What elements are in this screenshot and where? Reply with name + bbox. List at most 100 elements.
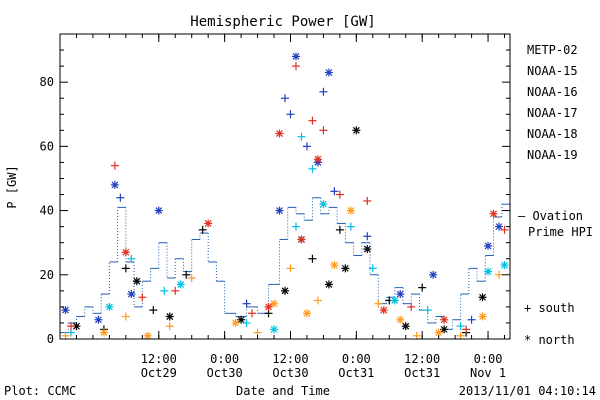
data-point-noaa-18-south	[286, 264, 295, 273]
data-point-noaa-19-south	[248, 309, 257, 318]
data-point-noaa-19-south	[110, 161, 119, 170]
x-tick-label-date: Oct30	[207, 366, 243, 380]
data-point-noaa-15-north	[127, 290, 136, 299]
data-point-noaa-19-south	[138, 293, 147, 302]
data-point-noaa-16-north	[390, 296, 399, 305]
data-point-metp-02-north	[132, 277, 141, 286]
data-point-noaa-16-north	[176, 280, 185, 289]
x-tick-label-time: 12:00	[141, 352, 177, 366]
data-point-noaa-15-north	[396, 290, 405, 299]
data-point-noaa-15-south	[286, 110, 295, 119]
data-point-noaa-15-south	[242, 299, 251, 308]
data-point-noaa-19-south	[407, 302, 416, 311]
x-axis-ticks: 12:00Oct290:00Oct3012:00Oct300:00Oct3112…	[59, 34, 506, 380]
data-point-noaa-18-south	[187, 274, 196, 282]
x-tick-label-time: 0:00	[342, 352, 371, 366]
y-tick-label: 80	[40, 75, 54, 89]
x-tick-label-date: Oct30	[272, 366, 308, 380]
data-point-noaa-15-north	[495, 222, 504, 231]
data-point-metp-02-south	[418, 283, 427, 292]
data-point-noaa-18-south	[374, 299, 383, 308]
x-tick-label-date: Nov 1	[470, 366, 506, 380]
data-point-metp-02-north	[401, 322, 410, 331]
data-point-noaa-16-north	[270, 325, 279, 334]
data-point-noaa-15-north	[110, 180, 119, 189]
data-point-noaa-15-north	[291, 52, 300, 61]
legend-south: + south	[524, 301, 575, 315]
data-point-noaa-19-north	[204, 219, 213, 228]
data-point-metp-02-north	[324, 280, 333, 289]
x-tick-label-date: Oct29	[141, 366, 177, 380]
ovation-hpi-line	[60, 197, 511, 334]
data-point-noaa-15-south	[330, 187, 339, 196]
footer-left: Plot: CCMC	[4, 384, 76, 398]
data-point-metp-02-south	[149, 306, 158, 315]
data-point-noaa-19-north	[489, 209, 498, 218]
data-points	[61, 52, 509, 340]
data-point-noaa-16-north	[500, 261, 509, 270]
legend-series-noaa-17: NOAA-17	[527, 106, 578, 120]
data-point-noaa-16-south	[346, 222, 355, 231]
chart-title: Hemispheric Power [GW]	[190, 14, 375, 30]
data-point-noaa-16-north	[484, 267, 493, 276]
data-point-noaa-19-south	[291, 62, 300, 71]
data-point-metp-02-north	[363, 245, 372, 254]
data-point-noaa-16-south	[160, 286, 169, 295]
data-point-metp-02-north	[440, 325, 449, 334]
data-point-noaa-19-south	[319, 126, 328, 135]
data-point-noaa-18-north	[478, 312, 487, 321]
data-point-metp-02-north	[237, 315, 246, 324]
data-point-noaa-19-south	[500, 225, 509, 234]
x-tick-label-date: Oct31	[404, 366, 440, 380]
data-point-noaa-15-south	[363, 232, 372, 241]
data-point-noaa-16-south	[456, 322, 465, 331]
data-point-noaa-18-north	[396, 315, 405, 324]
data-point-noaa-18-north	[302, 309, 311, 318]
x-tick-label-time: 0:00	[210, 352, 239, 366]
data-point-noaa-19-south	[66, 322, 75, 331]
y-tick-label: 0	[47, 332, 54, 346]
legend-ovation-1: — Ovation	[518, 209, 583, 223]
data-point-noaa-16-south	[127, 254, 136, 263]
footer-right: 2013/11/01 04:10:14	[459, 384, 596, 398]
data-point-noaa-18-north	[346, 206, 355, 215]
data-point-metp-02-north	[341, 264, 350, 273]
x-tick-label-time: 0:00	[474, 352, 503, 366]
data-point-noaa-16-south	[368, 264, 377, 273]
data-point-noaa-18-south	[121, 312, 130, 321]
data-point-noaa-19-north	[264, 302, 273, 311]
data-point-noaa-15-south	[467, 315, 476, 324]
data-point-noaa-19-north	[297, 235, 306, 244]
data-point-noaa-18-south	[61, 331, 70, 340]
x-tick-label-time: 12:00	[404, 352, 440, 366]
data-point-noaa-18-south	[165, 322, 174, 331]
data-point-noaa-16-south	[308, 164, 317, 173]
plot-frame	[59, 33, 511, 340]
data-point-noaa-16-south	[423, 306, 432, 315]
data-point-noaa-16-south	[291, 222, 300, 231]
data-point-noaa-16-south	[242, 318, 251, 327]
data-point-metp-02-north	[281, 286, 289, 295]
data-point-noaa-18-north	[99, 328, 108, 337]
data-point-noaa-18-south	[456, 331, 465, 340]
data-point-noaa-16-north	[319, 200, 328, 209]
data-point-noaa-15-south	[281, 94, 289, 103]
data-point-noaa-19-north	[275, 129, 284, 138]
data-point-noaa-15-south	[116, 193, 125, 202]
data-point-noaa-18-south	[412, 331, 421, 340]
data-point-noaa-19-south	[363, 196, 372, 205]
y-tick-label: 60	[40, 139, 54, 153]
legend-series-noaa-19: NOAA-19	[527, 148, 578, 162]
data-point-noaa-15-south	[319, 87, 328, 96]
y-tick-label: 20	[40, 268, 54, 282]
x-axis-label: Date and Time	[236, 384, 330, 398]
data-point-noaa-18-north	[270, 299, 279, 308]
data-point-noaa-19-north	[313, 155, 322, 164]
data-point-noaa-15-north	[154, 206, 163, 215]
data-point-noaa-16-south	[297, 132, 306, 141]
data-point-noaa-19-south	[462, 325, 471, 334]
data-point-metp-02-south	[335, 225, 344, 234]
data-point-noaa-18-south	[495, 270, 504, 279]
data-point-noaa-16-north	[105, 302, 114, 311]
